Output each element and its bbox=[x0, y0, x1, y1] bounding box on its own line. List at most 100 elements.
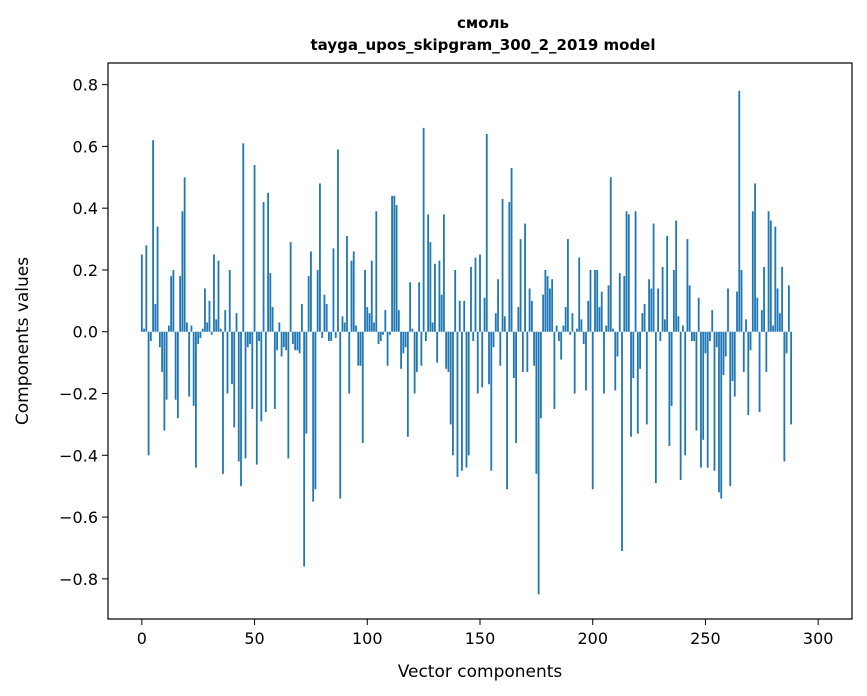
bar bbox=[386, 331, 389, 366]
bar bbox=[359, 331, 362, 366]
bar bbox=[787, 285, 790, 332]
bar bbox=[618, 273, 621, 332]
bar bbox=[285, 331, 288, 351]
bar bbox=[255, 331, 258, 465]
bar bbox=[528, 288, 531, 332]
bar bbox=[244, 331, 247, 459]
bar bbox=[605, 325, 608, 332]
bar bbox=[316, 269, 319, 332]
bar bbox=[346, 235, 348, 332]
bar bbox=[585, 331, 587, 391]
bar bbox=[452, 331, 454, 456]
bar bbox=[494, 313, 497, 332]
bar bbox=[465, 331, 468, 468]
bar bbox=[224, 310, 227, 332]
bar bbox=[558, 331, 560, 341]
bar bbox=[508, 202, 511, 332]
bar bbox=[630, 331, 632, 437]
bar bbox=[262, 202, 265, 332]
bar bbox=[767, 211, 770, 332]
bar bbox=[519, 239, 522, 332]
bar bbox=[670, 331, 673, 406]
bar bbox=[375, 211, 378, 332]
bar bbox=[740, 269, 743, 332]
bar bbox=[458, 300, 461, 332]
bar bbox=[300, 303, 303, 332]
bar bbox=[364, 269, 366, 332]
bar bbox=[641, 313, 644, 332]
bar bbox=[492, 331, 495, 348]
bar bbox=[736, 291, 738, 332]
bar bbox=[231, 331, 233, 385]
bar bbox=[352, 251, 355, 332]
bar bbox=[700, 331, 702, 468]
bar bbox=[607, 285, 610, 332]
bar bbox=[174, 331, 177, 400]
bar bbox=[499, 331, 502, 366]
bar bbox=[337, 149, 339, 332]
bar bbox=[503, 316, 506, 332]
bar bbox=[578, 257, 581, 332]
bar bbox=[420, 331, 423, 366]
bar bbox=[548, 288, 551, 332]
y-tick-label: −0.2 bbox=[59, 385, 98, 404]
bar bbox=[409, 282, 412, 332]
bar bbox=[190, 325, 193, 332]
bar bbox=[235, 313, 238, 332]
bar bbox=[264, 331, 267, 413]
bar bbox=[769, 220, 772, 332]
bar bbox=[501, 198, 504, 332]
bar bbox=[679, 331, 682, 480]
bar bbox=[506, 331, 508, 490]
bar bbox=[377, 331, 380, 345]
bar bbox=[402, 331, 405, 354]
bar bbox=[418, 282, 421, 332]
bar bbox=[210, 331, 213, 335]
bar bbox=[429, 242, 432, 332]
bar bbox=[742, 331, 745, 372]
bar bbox=[249, 331, 251, 345]
bar bbox=[454, 269, 457, 332]
bar bbox=[291, 331, 294, 345]
bar bbox=[722, 331, 725, 375]
bar bbox=[684, 331, 687, 456]
bar bbox=[368, 313, 371, 332]
bar bbox=[774, 226, 777, 332]
bar bbox=[370, 260, 373, 332]
bar bbox=[341, 316, 344, 332]
bar bbox=[718, 331, 720, 493]
bar bbox=[397, 310, 400, 332]
bar bbox=[181, 211, 184, 332]
bar bbox=[176, 331, 179, 419]
y-tick-label: −0.4 bbox=[59, 446, 98, 465]
bar bbox=[348, 331, 351, 394]
bar bbox=[596, 269, 599, 332]
bar bbox=[781, 266, 784, 332]
x-tick-label: 0 bbox=[137, 629, 147, 648]
bar bbox=[632, 331, 635, 379]
bar bbox=[434, 263, 436, 332]
bar bbox=[758, 331, 761, 413]
bar bbox=[415, 331, 418, 372]
bar bbox=[388, 331, 391, 335]
bar bbox=[328, 331, 330, 341]
bar bbox=[355, 325, 357, 332]
bar bbox=[233, 331, 236, 428]
bar bbox=[303, 331, 306, 567]
bar bbox=[167, 325, 170, 332]
y-tick-label: −0.6 bbox=[59, 508, 98, 527]
bar bbox=[569, 331, 572, 335]
bar bbox=[688, 285, 691, 332]
bar bbox=[612, 328, 614, 332]
bar bbox=[237, 331, 240, 462]
bar bbox=[483, 297, 486, 332]
bar bbox=[589, 269, 592, 332]
bar bbox=[271, 307, 274, 332]
bar bbox=[634, 211, 637, 332]
bar bbox=[587, 300, 590, 332]
bar bbox=[524, 223, 526, 332]
bar bbox=[686, 239, 689, 332]
bar bbox=[204, 288, 206, 332]
x-axis-label: Vector components bbox=[398, 662, 563, 682]
bar bbox=[564, 307, 567, 332]
